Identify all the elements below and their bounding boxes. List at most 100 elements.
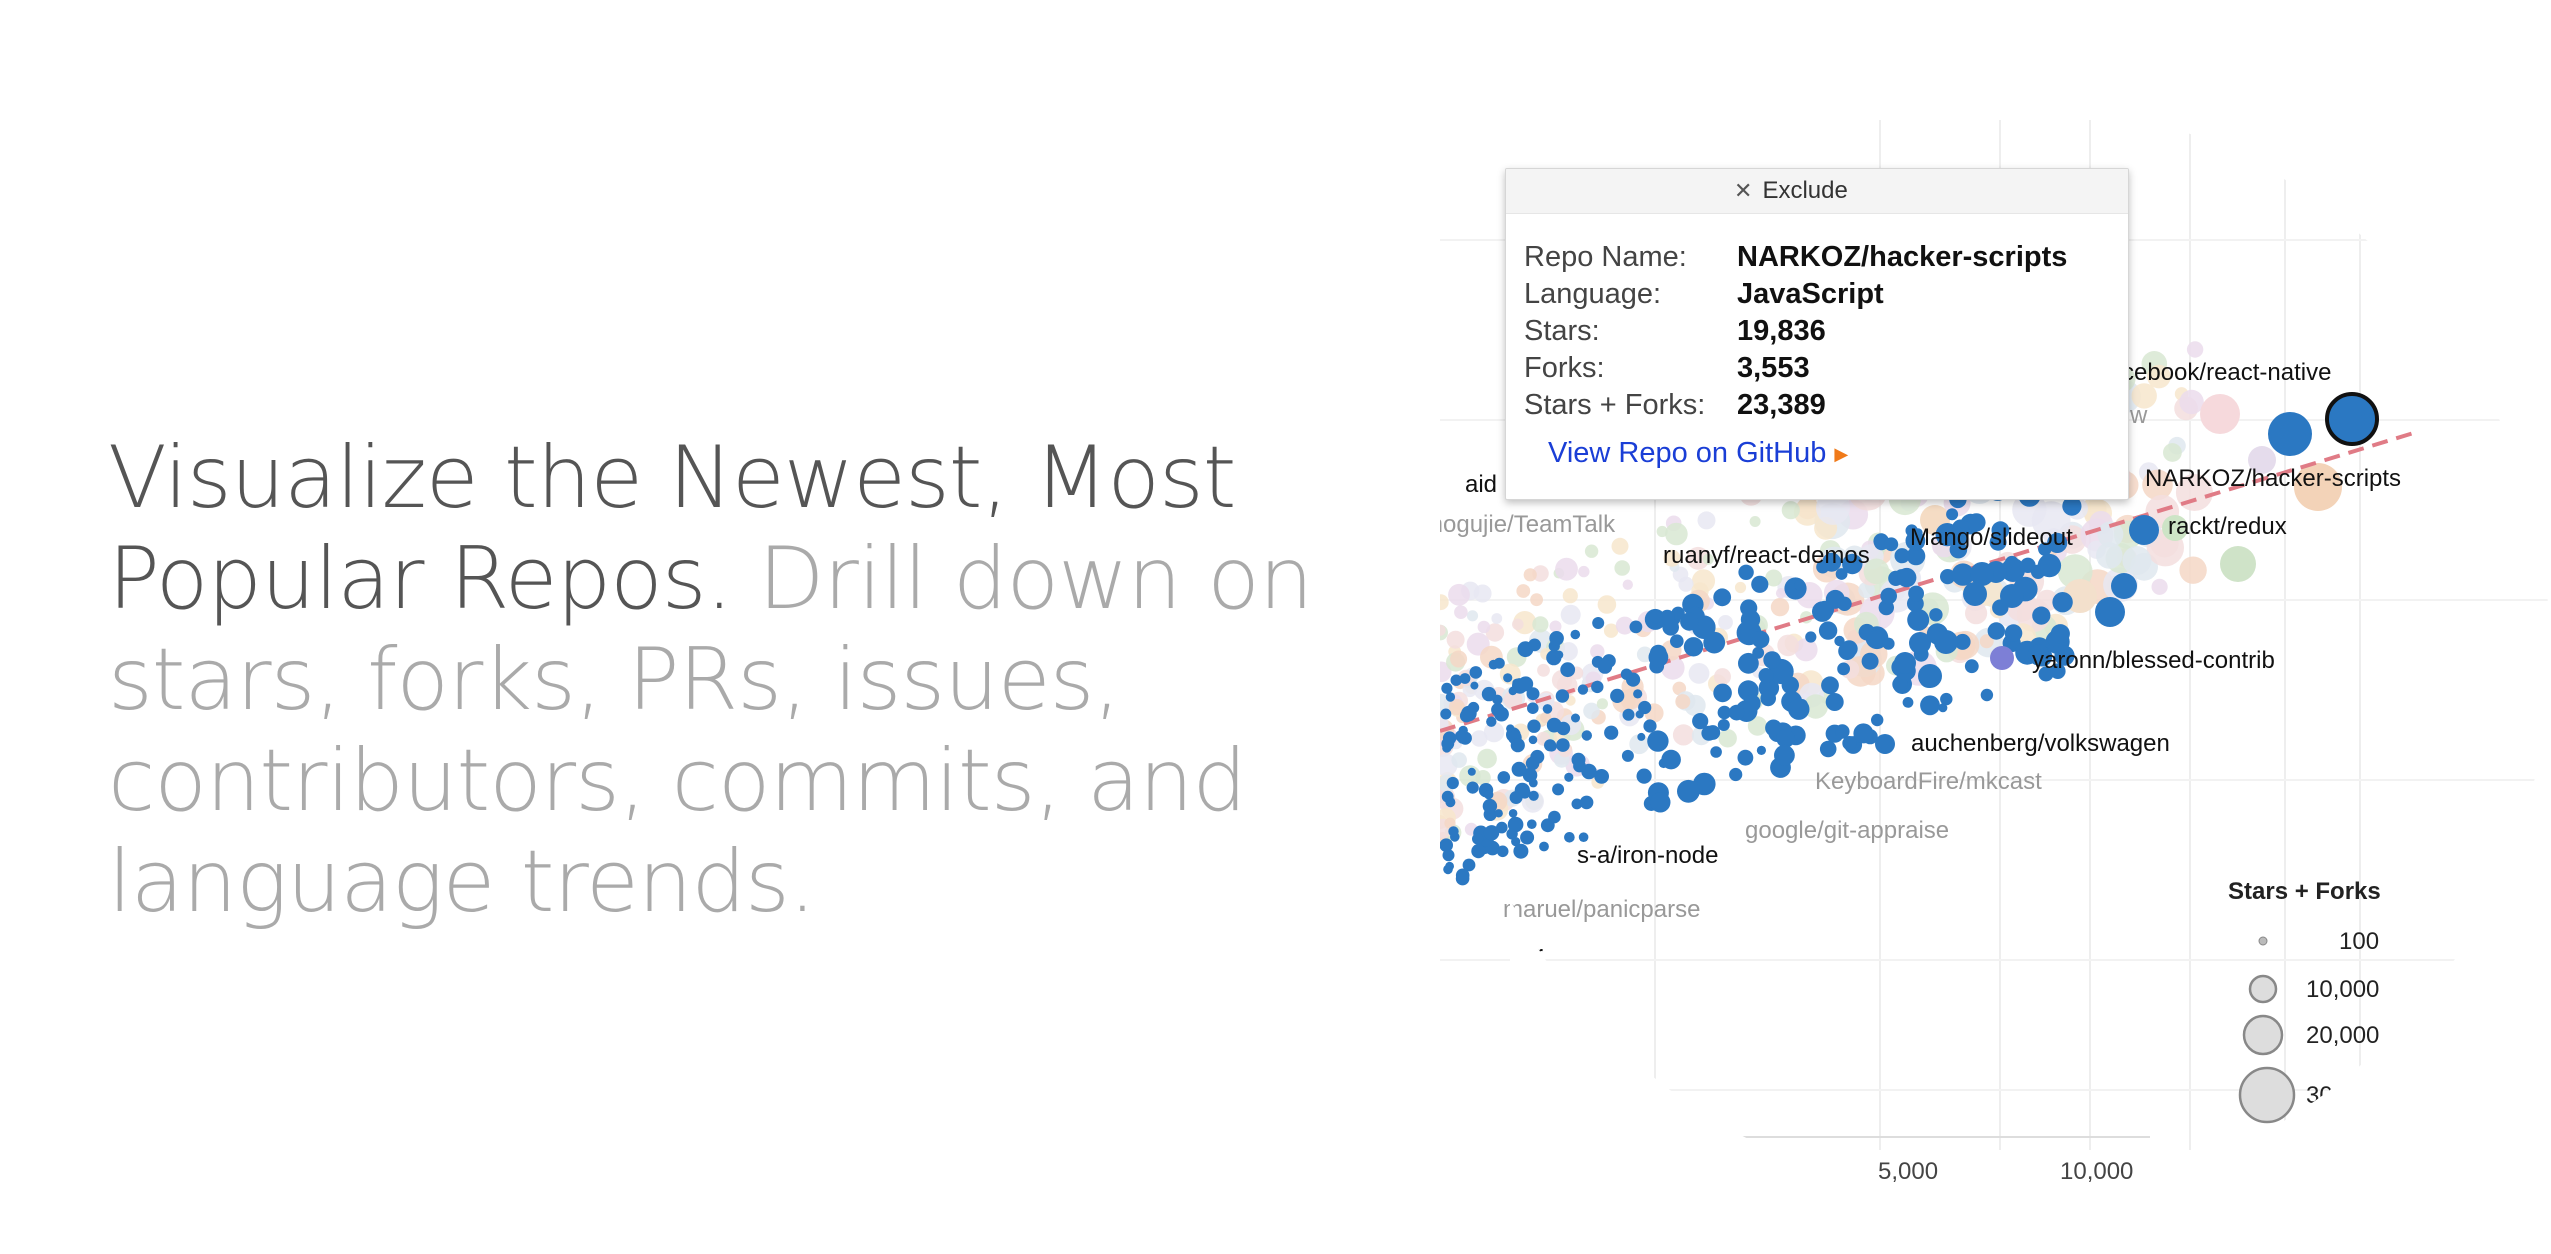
data-point[interactable] (1752, 630, 1770, 649)
data-point[interactable] (1946, 508, 1959, 521)
data-point[interactable] (1546, 741, 1557, 752)
data-point[interactable] (1894, 652, 1916, 674)
data-point[interactable] (2038, 666, 2054, 682)
data-point[interactable] (2001, 558, 2025, 582)
data-point[interactable] (1920, 695, 1940, 716)
data-point[interactable] (1794, 579, 1806, 591)
data-point[interactable] (1680, 612, 1699, 631)
data-point[interactable] (1622, 708, 1635, 721)
data-point[interactable] (2111, 573, 2137, 599)
data-point[interactable] (1756, 745, 1766, 756)
data-point[interactable] (1765, 719, 1782, 737)
data-point[interactable] (1450, 674, 1462, 686)
view-repo-link[interactable]: View Repo on GitHub ▶ (1548, 437, 1848, 470)
data-point[interactable] (1929, 608, 1943, 622)
data-point[interactable] (1554, 650, 1564, 660)
data-point[interactable] (1805, 631, 1817, 643)
data-point[interactable] (1518, 676, 1534, 692)
data-point[interactable] (1710, 746, 1722, 758)
data-point[interactable] (1647, 730, 1669, 752)
data-point[interactable] (1482, 798, 1498, 814)
data-point[interactable] (1760, 690, 1776, 707)
data-point[interactable] (1909, 632, 1931, 654)
data-point[interactable] (1763, 651, 1781, 669)
data-point[interactable] (1838, 642, 1856, 660)
data-point[interactable] (1918, 664, 1942, 688)
data-point[interactable] (1441, 682, 1453, 694)
data-point[interactable] (1577, 684, 1589, 695)
data-point[interactable] (2052, 592, 2073, 613)
data-point[interactable] (1649, 610, 1663, 624)
data-point[interactable] (1508, 809, 1518, 818)
data-point[interactable] (1837, 596, 1852, 611)
data-point[interactable] (1728, 704, 1745, 721)
data-point[interactable] (1552, 783, 1565, 796)
data-point[interactable] (1637, 732, 1646, 741)
data-point[interactable] (1774, 744, 1795, 766)
data-point[interactable] (1991, 521, 2010, 540)
data-point[interactable] (1882, 637, 1895, 650)
data-point[interactable] (2268, 412, 2312, 456)
data-point[interactable] (1861, 652, 1879, 670)
data-point[interactable] (1445, 861, 1454, 871)
data-point[interactable] (1834, 635, 1845, 647)
data-point[interactable] (1905, 530, 1926, 551)
data-point[interactable] (1648, 647, 1669, 668)
data-point[interactable] (2032, 606, 2051, 625)
data-point[interactable] (1578, 832, 1589, 842)
data-point[interactable] (1980, 688, 1994, 702)
data-point[interactable] (1717, 705, 1732, 720)
data-point[interactable] (1462, 858, 1476, 872)
data-point[interactable] (1743, 694, 1761, 712)
data-point[interactable] (1633, 689, 1643, 699)
data-point[interactable] (1610, 688, 1625, 704)
data-point[interactable] (1571, 798, 1583, 810)
data-point[interactable] (1990, 539, 2001, 550)
data-point[interactable] (1717, 719, 1730, 731)
data-point[interactable] (1560, 662, 1576, 678)
data-point[interactable] (1497, 771, 1511, 784)
data-point[interactable] (1486, 716, 1497, 727)
data-point[interactable] (1987, 622, 2006, 640)
data-point[interactable] (1564, 772, 1574, 782)
data-point[interactable] (1592, 617, 1605, 629)
data-point[interactable] (1604, 725, 1619, 740)
data-point[interactable] (1539, 841, 1549, 852)
data-point[interactable] (1527, 702, 1539, 714)
data-point[interactable] (2050, 624, 2070, 644)
data-point[interactable] (1897, 567, 1917, 588)
data-point[interactable] (1527, 719, 1541, 733)
data-point[interactable] (1513, 843, 1529, 859)
data-point[interactable] (1740, 599, 1758, 617)
data-point[interactable] (1635, 710, 1644, 719)
data-point[interactable] (1503, 673, 1513, 683)
data-point[interactable] (1459, 673, 1471, 684)
data-point[interactable] (1661, 749, 1681, 770)
data-point[interactable] (2000, 584, 2024, 608)
data-point[interactable] (2095, 597, 2125, 627)
data-point[interactable] (1527, 819, 1537, 829)
data-point[interactable] (1940, 569, 1956, 585)
data-point[interactable] (2054, 645, 2075, 666)
data-point[interactable] (1788, 698, 1810, 720)
data-point[interactable] (1597, 659, 1613, 674)
data-point[interactable] (2038, 542, 2052, 556)
data-point[interactable] (1729, 767, 1743, 782)
data-point[interactable] (1571, 752, 1586, 767)
data-point[interactable] (2047, 532, 2068, 554)
data-point[interactable] (1511, 761, 1527, 777)
data-point[interactable] (1442, 849, 1455, 862)
data-point[interactable] (1940, 692, 1953, 706)
data-point[interactable] (1620, 668, 1633, 680)
data-point[interactable] (1441, 737, 1455, 751)
data-point[interactable] (1594, 769, 1609, 784)
data-point[interactable] (1842, 736, 1857, 751)
data-point[interactable] (1738, 652, 1759, 674)
data-point[interactable] (1853, 723, 1874, 744)
data-point[interactable] (1738, 564, 1754, 580)
data-point[interactable] (1737, 749, 1754, 766)
data-point[interactable] (1650, 792, 1671, 813)
data-point[interactable] (1818, 621, 1838, 640)
data-point[interactable] (1867, 630, 1885, 649)
data-point[interactable] (1908, 585, 1924, 602)
